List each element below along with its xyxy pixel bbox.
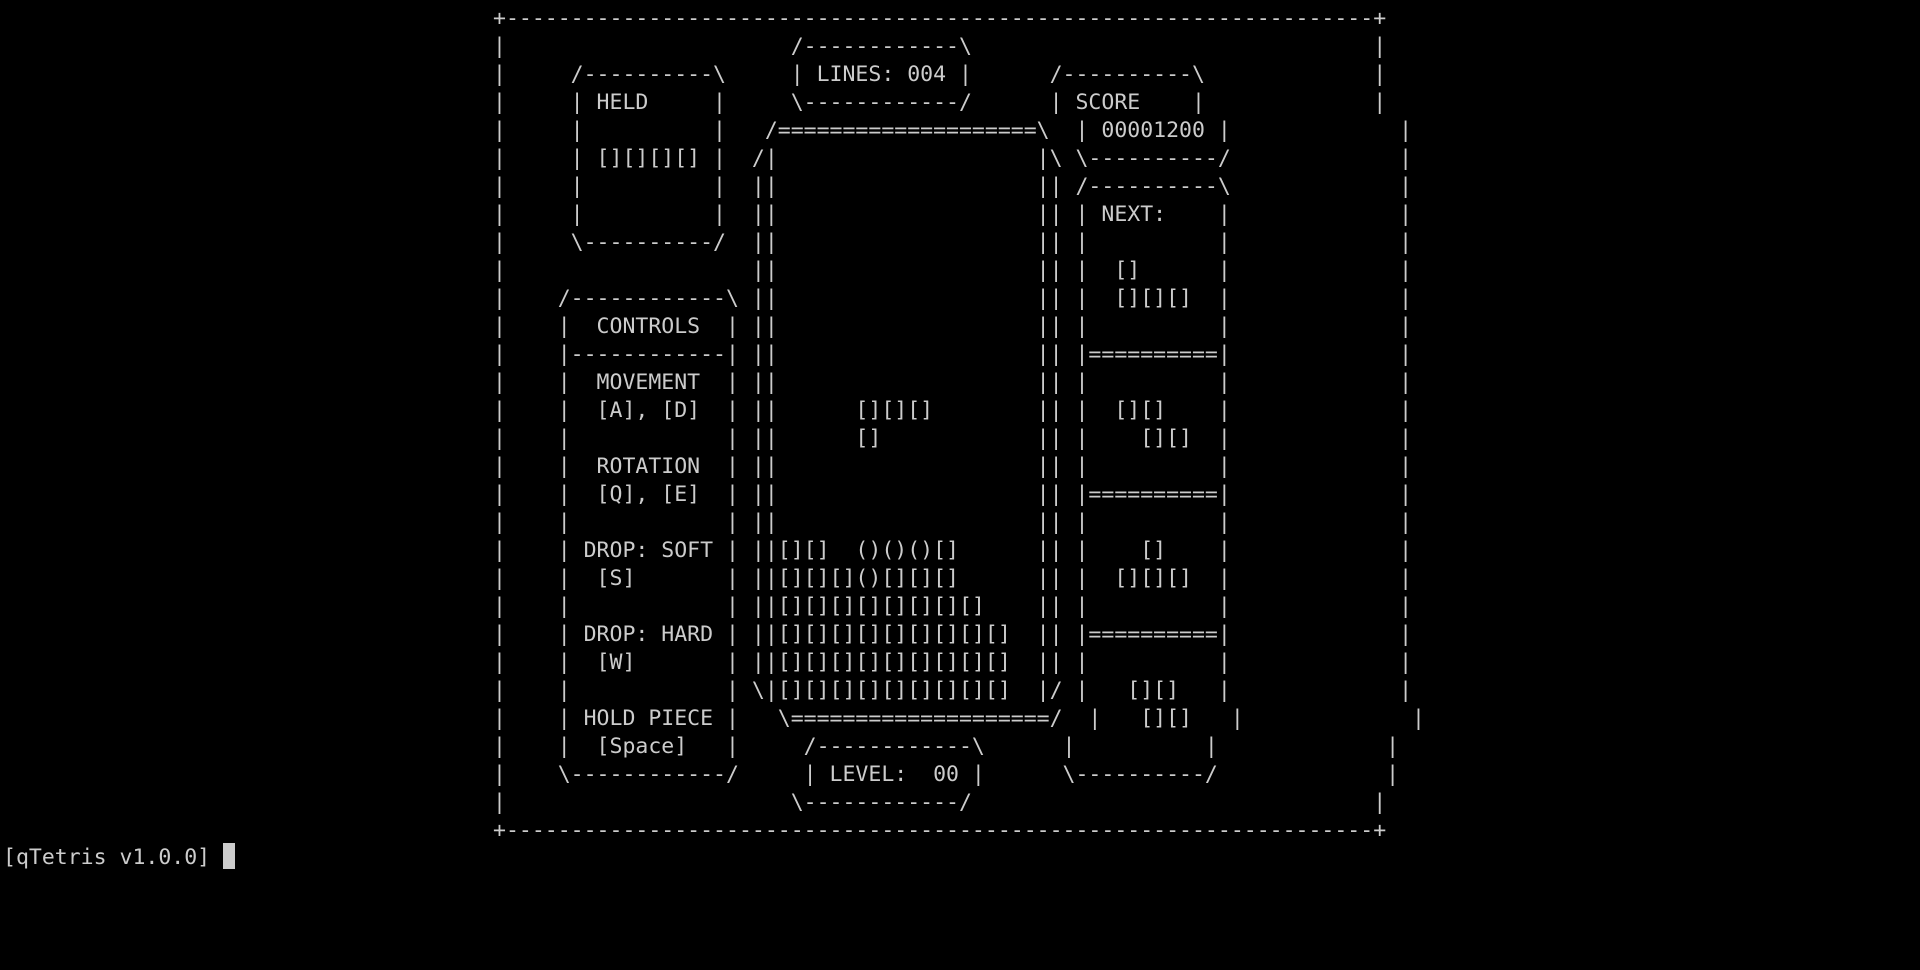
screen-row: | \------------/ | — [493, 790, 1387, 815]
scrollbar[interactable] — [1894, 0, 1920, 970]
prompt-text: [qTetris v1.0.0] — [3, 845, 224, 870]
screen-row: | | | || || /----------\ | — [493, 174, 1413, 199]
screen-row: +---------------------------------------… — [493, 818, 1387, 843]
screen-row: | | MOVEMENT | || || | | | — [493, 370, 1413, 395]
screen-row: | | DROP: HARD | ||[][][][][][][][][] ||… — [493, 622, 1413, 647]
screen-row: | | [Q], [E] | || || |==========| | — [493, 482, 1413, 507]
screen-row: | | [W] | ||[][][][][][][][][] || | | | — [493, 650, 1413, 675]
screen-row: | | | || || | NEXT: | | — [493, 202, 1413, 227]
screen-row: | | | || || | | | — [493, 510, 1413, 535]
tetris-board: +---------------------------------------… — [493, 5, 1425, 845]
screen-row: | | ROTATION | || || | | | — [493, 454, 1413, 479]
screen-row: | /------------\ || || | [][][] | | — [493, 286, 1413, 311]
screen-row: | | | /====================\ | 00001200 … — [493, 118, 1413, 143]
screen-row: | /----------\ | LINES: 004 | /---------… — [493, 62, 1387, 87]
screen-row: | \----------/ || || | | | — [493, 230, 1413, 255]
screen-row: | | [S] | ||[][][]()[][][] || | [][][] |… — [493, 566, 1413, 591]
text-cursor[interactable] — [223, 843, 236, 869]
screen-row: | | | ||[][][][][][][][] || | | | — [493, 594, 1413, 619]
screen-row: | /------------\ | — [493, 34, 1387, 59]
screen-row: | | HOLD PIECE | \====================/ … — [493, 706, 1425, 731]
screen-row: | | HELD | \------------/ | SCORE | | — [493, 90, 1387, 115]
screen-row: | | DROP: SOFT | ||[][] ()()()[] || | []… — [493, 538, 1413, 563]
screen-row: | | CONTROLS | || || | | | — [493, 314, 1413, 339]
screen-row: | | [A], [D] | || [][][] || | [][] | | — [493, 398, 1413, 423]
screen-row: | |------------| || || |==========| | — [493, 342, 1413, 367]
screen-row: | | [Space] | /------------\ | | | — [493, 734, 1400, 759]
screen-row: | || || | [] | | — [493, 258, 1413, 283]
screen-row: | | | \|[][][][][][][][][] |/ | [][] | | — [493, 678, 1413, 703]
screen-row: +---------------------------------------… — [493, 6, 1387, 31]
screen-row: | \------------/ | LEVEL: 00 | \--------… — [493, 762, 1400, 787]
screen-row: | | | || [] || | [][] | | — [493, 426, 1413, 451]
screen-row: | | [][][][] | /| |\ \----------/ | — [493, 146, 1413, 171]
command-prompt[interactable]: [qTetris v1.0.0] — [3, 843, 236, 872]
